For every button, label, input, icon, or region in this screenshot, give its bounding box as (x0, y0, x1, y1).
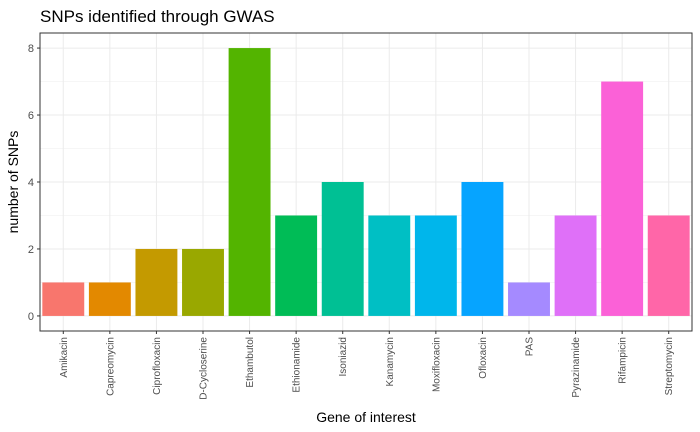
chart-title: SNPs identified through GWAS (40, 7, 275, 26)
y-tick-label: 8 (28, 43, 34, 55)
x-tick-label: Amikacin (59, 337, 70, 378)
y-axis-title: number of SNPs (5, 131, 21, 234)
y-tick-label: 6 (28, 110, 34, 122)
bar-ethambutol (228, 48, 271, 316)
bar-ofloxacin (461, 182, 504, 316)
x-tick-label: Pyrazinamide (571, 337, 582, 398)
bar-pas (508, 282, 550, 316)
x-tick-label: Capreomycin (105, 337, 116, 396)
bar-capreomycin (88, 282, 131, 316)
y-tick-label: 2 (28, 244, 34, 256)
bar-ciprofloxacin (135, 248, 178, 316)
bar-moxifloxacin (414, 215, 457, 316)
y-tick-label: 0 (28, 311, 34, 323)
x-tick-label: Isoniazid (338, 337, 349, 376)
bar-streptomycin (647, 215, 690, 316)
bar-pyrazinamide (554, 215, 597, 316)
x-tick-label: D-Cycloserine (199, 337, 210, 400)
x-tick-label: Moxifloxacin (431, 337, 442, 392)
bar-amikacin (42, 282, 85, 316)
x-tick-label: PAS (525, 337, 536, 357)
bars (42, 48, 690, 316)
x-tick-label: Streptomycin (664, 337, 675, 395)
x-tick-label: Ofloxacin (478, 337, 489, 379)
x-axis-title: Gene of interest (316, 409, 416, 425)
y-tick-label: 4 (28, 177, 34, 189)
bar-rifampicin (601, 81, 644, 316)
x-tick-label: Rifampicin (618, 337, 629, 384)
bar-ethionamide (275, 215, 318, 316)
bar-kanamycin (368, 215, 411, 316)
bar-d-cycloserine (182, 248, 224, 316)
x-tick-label: Ethambutol (245, 337, 256, 388)
x-tick-label: Ethionamide (292, 337, 303, 393)
x-tick-label: Kanamycin (385, 337, 396, 386)
x-axis: Amikacin Capreomycin Ciprofloxacin D-Cyclos… (59, 331, 675, 400)
bar-isoniazid (321, 182, 364, 316)
y-axis: 0 2 4 6 8 (28, 43, 40, 323)
x-tick-label: Ciprofloxacin (152, 337, 163, 395)
